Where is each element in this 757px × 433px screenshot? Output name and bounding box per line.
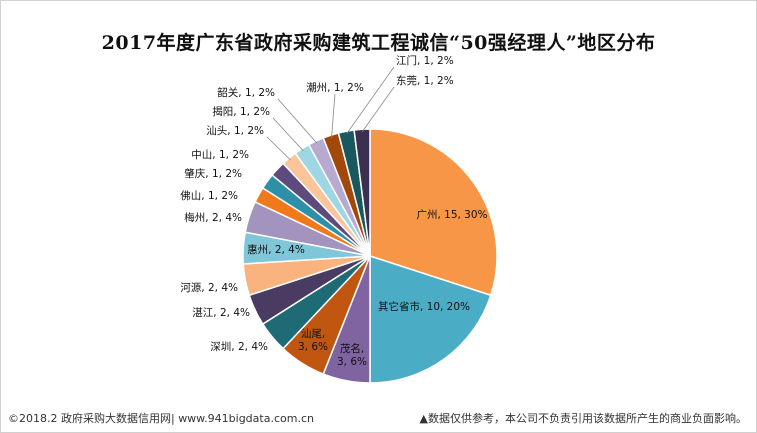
data-label-韶关: 韶关, 1, 2% (217, 86, 275, 99)
data-label-汕头: 汕头, 1, 2% (206, 125, 264, 137)
data-label-汕尾: 汕尾, 3, 6% (298, 328, 328, 353)
data-label-佛山: 佛山, 1, 2% (180, 189, 238, 202)
data-label-河源: 河源, 2, 4% (180, 281, 238, 294)
data-label-梅州: 梅州, 2, 4% (184, 211, 242, 224)
leader-line-揭阳 (272, 117, 304, 152)
leader-line-江门 (346, 66, 395, 134)
pie-slice-广州 (369, 128, 498, 297)
data-label-潮州: 潮州, 1, 2% (306, 81, 364, 94)
footer-disclaimer: ▲数据仅供参考，本公司不负责引用该数据所产生的商业负面影响。 (419, 412, 747, 425)
footer-copyright: ©2018.2 政府采购大数据信用网| www.941bigdata.com.c… (8, 412, 314, 425)
leader-line-韶关 (277, 98, 318, 144)
pie-slice-东莞 (353, 128, 371, 257)
data-label-揭阳: 揭阳, 1, 2% (212, 105, 270, 118)
chart-title: 2017年度广东省政府采购建筑工程诚信“50强经理人”地区分布 (101, 32, 656, 54)
data-label-惠州: 惠州, 2, 4% (247, 243, 305, 256)
data-label-中山: 中山, 1, 2% (191, 148, 249, 161)
data-label-肇庆: 肇庆, 1, 2% (184, 167, 242, 180)
data-label-湛江: 湛江, 2, 4% (192, 307, 250, 319)
data-label-其它省市: 其它省市, 10, 20% (378, 300, 470, 313)
pie-slice-其它省市 (369, 254, 492, 384)
data-label-东莞: 东莞, 1, 2% (396, 74, 454, 87)
data-label-江门: 江门, 1, 2% (396, 54, 454, 67)
leader-line-潮州 (331, 93, 336, 138)
leader-line-东莞 (361, 86, 395, 133)
data-label-深圳: 深圳, 2, 4% (210, 341, 268, 353)
data-label-广州: 广州, 15, 30% (416, 209, 487, 221)
data-label-茂名: 茂名, 3, 6% (337, 342, 367, 368)
leader-line-汕头 (266, 136, 291, 161)
